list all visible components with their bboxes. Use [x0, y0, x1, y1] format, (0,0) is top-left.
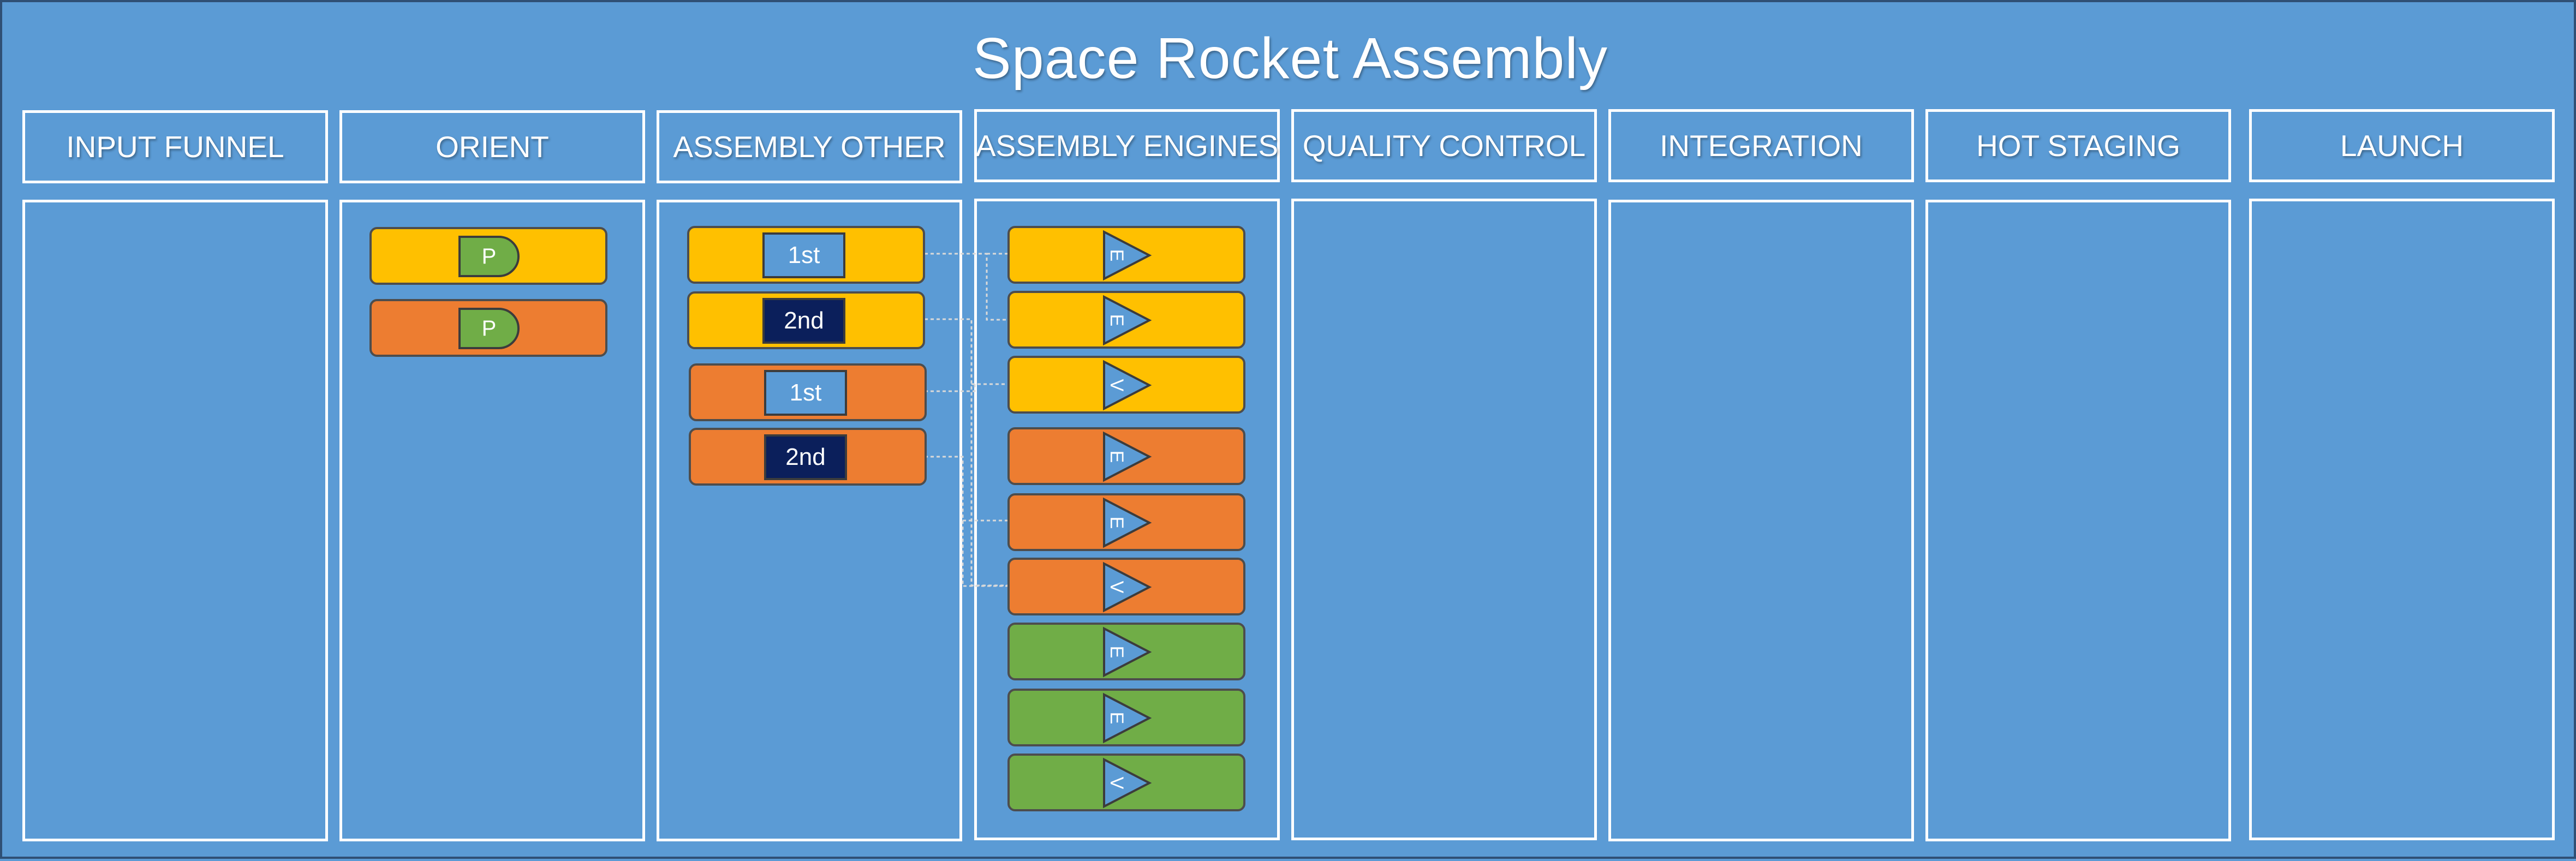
column-body-quality-control	[1291, 199, 1597, 840]
column-header-orient: ORIENT	[339, 110, 645, 183]
column-header-launch: LAUNCH	[2249, 109, 2555, 182]
column-body-input-funnel	[22, 200, 328, 841]
engine-card-7[interactable]: E	[1007, 623, 1245, 680]
orient-card-2[interactable]: P	[369, 299, 607, 357]
engine-triangle-icon: E	[1103, 295, 1152, 346]
engine-card-1[interactable]: E	[1007, 226, 1245, 284]
engine-label: E	[1106, 712, 1127, 725]
column-body-assembly-engines	[974, 199, 1280, 840]
board-title: Space Rocket Assembly	[973, 26, 1608, 91]
column-body-assembly-other	[657, 200, 962, 841]
column-body-hot-staging	[1925, 200, 2231, 841]
column-body-launch	[2249, 199, 2555, 840]
column-body-orient	[339, 200, 645, 841]
column-header-input-funnel: INPUT FUNNEL	[22, 110, 328, 183]
engine-label: E	[1106, 451, 1127, 463]
stage-tag: 2nd	[764, 434, 847, 480]
column-header-quality-control: QUALITY CONTROL	[1291, 109, 1597, 182]
engine-card-3[interactable]: V	[1007, 356, 1245, 414]
engine-card-6[interactable]: V	[1007, 558, 1245, 615]
p-shape-icon: P	[458, 236, 520, 277]
engine-triangle-icon: V	[1103, 360, 1152, 411]
assembly-other-card-2[interactable]: 2nd	[687, 291, 925, 349]
engine-card-2[interactable]: E	[1007, 291, 1245, 349]
engine-card-9[interactable]: V	[1007, 754, 1245, 811]
engine-label: V	[1106, 777, 1127, 790]
engine-triangle-icon: E	[1103, 230, 1152, 281]
engine-label: V	[1106, 581, 1127, 594]
engine-label: E	[1106, 249, 1127, 262]
engine-triangle-icon: V	[1103, 561, 1152, 613]
stage-tag: 2nd	[762, 298, 845, 344]
engine-card-5[interactable]: E	[1007, 493, 1245, 551]
orient-card-1[interactable]: P	[369, 227, 607, 285]
stage-tag: 1st	[764, 370, 847, 416]
assembly-other-card-3[interactable]: 1st	[689, 363, 927, 421]
engine-card-4[interactable]: E	[1007, 427, 1245, 485]
engine-triangle-icon: V	[1103, 757, 1152, 809]
assembly-other-card-4[interactable]: 2nd	[689, 428, 927, 486]
engine-label: V	[1106, 379, 1127, 392]
engine-triangle-icon: E	[1103, 497, 1152, 548]
stage-tag: 1st	[762, 232, 845, 278]
p-shape-icon: P	[458, 308, 520, 349]
engine-label: E	[1106, 646, 1127, 659]
column-header-assembly-other: ASSEMBLY OTHER	[657, 110, 962, 183]
column-body-integration	[1608, 200, 1914, 841]
engine-card-8[interactable]: E	[1007, 689, 1245, 746]
engine-triangle-icon: E	[1103, 692, 1152, 744]
engine-triangle-icon: E	[1103, 626, 1152, 678]
column-header-integration: INTEGRATION	[1608, 109, 1914, 182]
engine-label: E	[1106, 517, 1127, 529]
column-header-assembly-engines: ASSEMBLY ENGINES	[974, 109, 1280, 182]
engine-label: E	[1106, 314, 1127, 327]
engine-triangle-icon: E	[1103, 431, 1152, 482]
assembly-other-card-1[interactable]: 1st	[687, 226, 925, 284]
column-header-hot-staging: HOT STAGING	[1925, 109, 2231, 182]
